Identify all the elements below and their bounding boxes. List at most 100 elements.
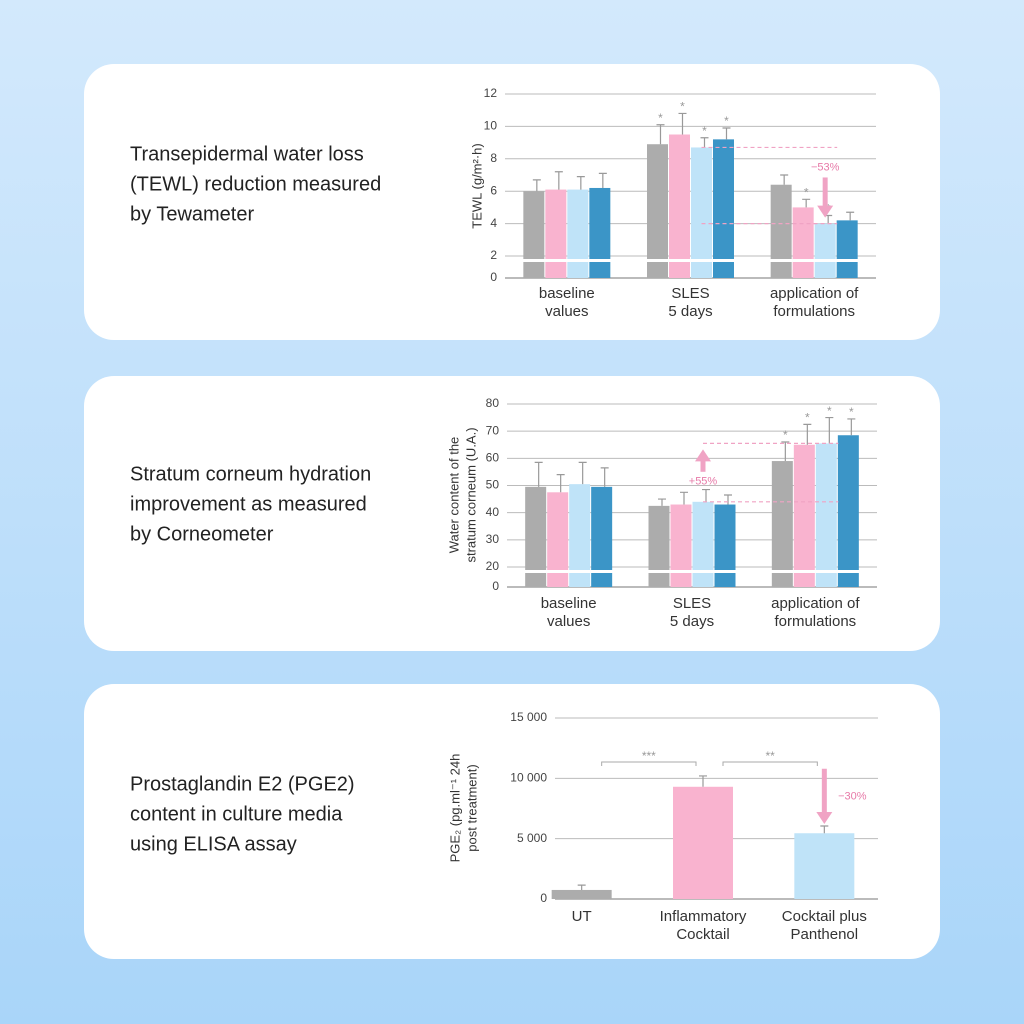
y-tick-label: 30: [486, 532, 500, 546]
bar: [770, 184, 792, 278]
y-tick-label: 50: [486, 478, 500, 492]
error-bar: [656, 124, 665, 145]
x-tick-label: values: [547, 613, 590, 630]
significance-bracket: [601, 761, 697, 766]
significance-marker: *: [804, 185, 809, 199]
change-label: +55%: [689, 476, 718, 488]
y-tick-label: 8: [490, 151, 497, 165]
bar: [523, 191, 545, 278]
significance-marker: *: [783, 428, 788, 442]
y-tick-label: 15 000: [510, 710, 547, 724]
error-bar: [598, 172, 607, 188]
x-tick-label: application of: [771, 595, 860, 612]
error-bar: [722, 127, 731, 140]
x-tick-label: values: [545, 303, 588, 320]
significance-marker: *: [702, 124, 707, 138]
y-tick-label: 0: [492, 579, 499, 593]
x-tick-label: formulations: [773, 303, 855, 320]
y-tick-label: 5 000: [517, 831, 547, 845]
bar: [837, 435, 859, 587]
significance-bracket: [722, 761, 818, 766]
error-bar: [576, 176, 585, 190]
x-tick-label: Inflammatory: [660, 908, 747, 925]
bar: [589, 187, 611, 278]
y-tick-label: 20: [486, 559, 500, 573]
bar: [714, 504, 736, 587]
card-text: Stratum corneum hydration: [130, 463, 371, 485]
bar: [547, 492, 569, 587]
error-bar: [554, 171, 563, 190]
error-bar: [820, 825, 829, 834]
error-bar: [802, 198, 811, 208]
bar: [794, 833, 855, 899]
error-bar: [702, 488, 710, 502]
error-bar: [699, 775, 707, 787]
error-bar: [700, 137, 709, 148]
significance-marker: *: [680, 100, 685, 114]
bar: [591, 486, 613, 587]
x-tick-label: SLES: [671, 285, 709, 302]
x-tick-label: formulations: [774, 613, 856, 630]
bar: [670, 504, 692, 587]
y-tick-label: 0: [490, 270, 497, 284]
error-bar: [577, 884, 586, 890]
x-tick-label: 5 days: [670, 613, 714, 630]
bar: [691, 147, 712, 278]
significance-marker: *: [658, 111, 663, 125]
bar: [569, 484, 591, 587]
y-tick-label: 10: [484, 119, 498, 133]
y-axis-label: post treatment): [464, 764, 479, 851]
x-tick-label: baseline: [539, 285, 595, 302]
error-bar: [534, 461, 543, 487]
error-bar: [600, 467, 609, 487]
bar: [713, 139, 734, 278]
error-bar: [724, 494, 732, 505]
significance-marker: *: [827, 404, 832, 418]
y-tick-label: 12: [484, 86, 498, 100]
error-bar: [803, 423, 812, 445]
error-bar: [532, 179, 541, 192]
y-tick-label: 4: [490, 216, 497, 230]
x-tick-label: Panthenol: [791, 926, 859, 943]
change-arrow-head: [817, 205, 834, 218]
bar: [792, 207, 814, 278]
x-tick-label: 5 days: [668, 303, 712, 320]
card-text: using ELISA assay: [130, 833, 297, 855]
y-tick-label: 6: [490, 183, 497, 197]
bar: [648, 505, 670, 587]
bar: [647, 144, 668, 278]
y-axis-label: TEWL (g/m²·h): [469, 143, 484, 228]
y-tick-label: 70: [486, 423, 500, 437]
significance-marker: *: [724, 114, 729, 128]
y-tick-label: 40: [486, 505, 500, 519]
significance-label: **: [765, 749, 775, 763]
error-bar: [781, 441, 790, 462]
error-bar: [780, 174, 789, 185]
x-tick-label: UT: [572, 908, 592, 925]
bar: [814, 223, 836, 278]
bar: [673, 786, 733, 899]
x-tick-label: Cocktail plus: [782, 908, 867, 925]
error-bar: [825, 416, 834, 444]
card-text: Prostaglandin E2 (PGE2): [130, 773, 355, 795]
y-tick-label: 10 000: [510, 771, 547, 785]
significance-marker: *: [805, 411, 810, 425]
card-text: by Corneometer: [130, 523, 274, 545]
significance-label: ***: [642, 749, 656, 763]
card-text: by Tewameter: [130, 203, 254, 225]
bar: [793, 444, 815, 587]
error-bar: [556, 474, 565, 493]
bar: [815, 443, 837, 587]
x-tick-label: SLES: [673, 595, 711, 612]
change-label: −30%: [838, 790, 867, 802]
error-bar: [846, 211, 855, 221]
change-arrow-head: [816, 811, 833, 824]
x-tick-label: application of: [770, 285, 859, 302]
error-bar: [678, 112, 687, 135]
y-axis-label: stratum corneum (U.A.): [463, 427, 478, 562]
bar: [692, 501, 714, 587]
bar: [567, 189, 589, 278]
error-bar: [578, 461, 587, 485]
